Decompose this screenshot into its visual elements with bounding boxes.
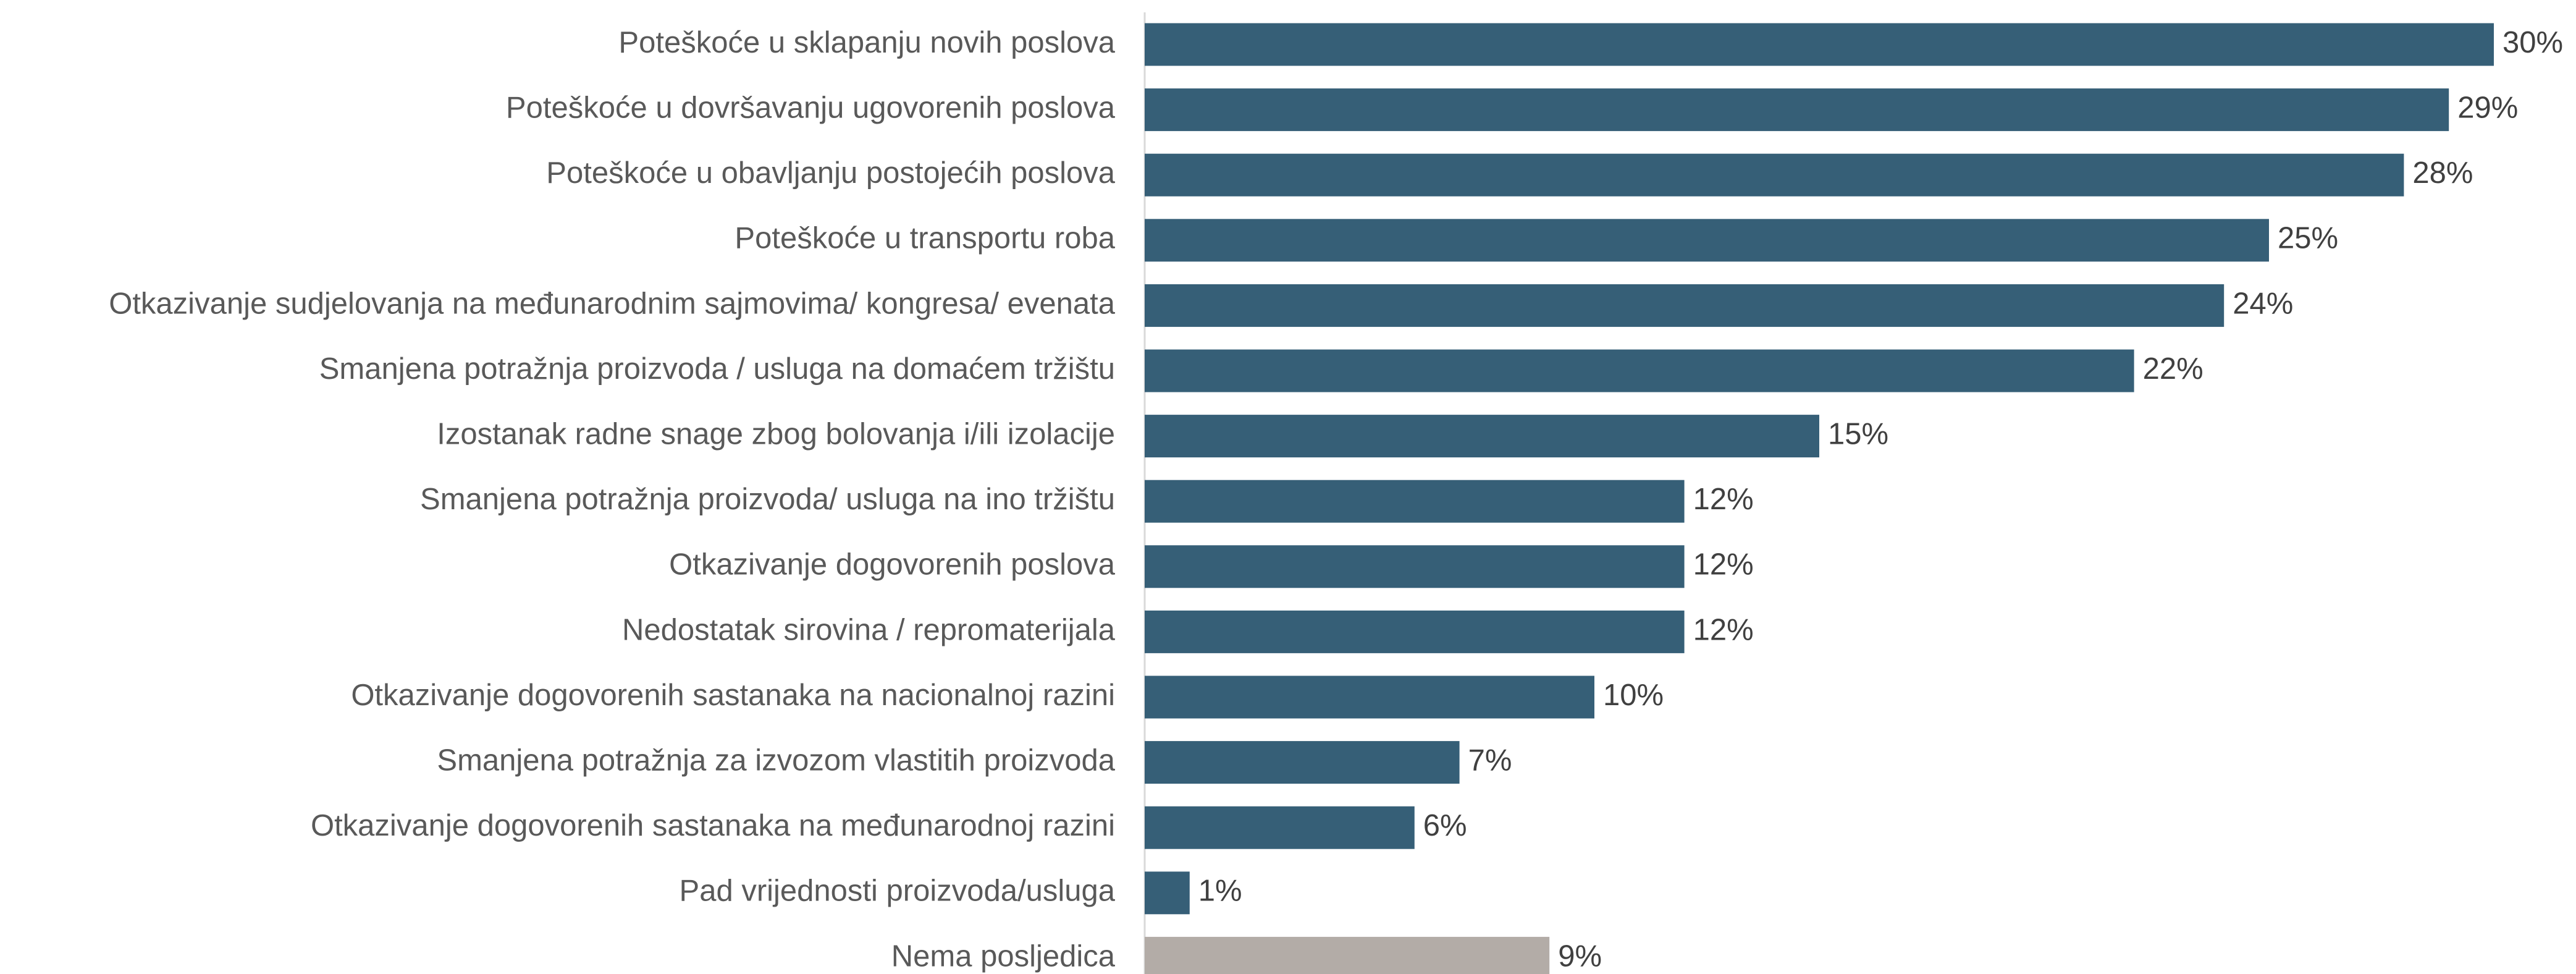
category-label: Smanjena potražnja za izvozom vlastitih … (437, 744, 1115, 777)
value-label: 28% (2412, 156, 2473, 190)
bar (1145, 480, 1685, 523)
bar (1145, 349, 2134, 392)
category-label: Poteškoće u obavljanju postojećih poslov… (546, 156, 1115, 190)
category-label: Izostanak radne snage zbog bolovanja i/i… (437, 418, 1115, 451)
category-label: Otkazivanje dogovorenih sastanaka na međ… (311, 809, 1115, 842)
category-label: Nedostatak sirovina / repromaterijala (622, 613, 1116, 646)
bar (1145, 871, 1190, 915)
value-label: 7% (1468, 744, 1512, 777)
bar (1145, 675, 1594, 719)
category-label: Otkazivanje dogovorenih poslova (669, 548, 1116, 582)
value-label: 15% (1828, 418, 1888, 451)
bar (1145, 153, 2404, 197)
bar (1145, 741, 1460, 784)
category-label: Smanjena potražnja proizvoda/ usluga na … (420, 483, 1115, 516)
value-label: 24% (2233, 287, 2293, 320)
category-label: Otkazivanje sudjelovanja na međunarodnim… (109, 287, 1116, 320)
value-label: 29% (2457, 91, 2518, 125)
bar (1145, 806, 1415, 849)
bar (1145, 88, 2449, 132)
value-label: 12% (1693, 613, 1754, 646)
category-label: Pad vrijednosti proizvoda/usluga (680, 874, 1116, 908)
bar (1145, 936, 1550, 974)
bar (1145, 415, 1819, 458)
category-label: Poteškoće u sklapanju novih poslova (618, 26, 1115, 59)
value-label: 9% (1558, 939, 1602, 973)
bar (1145, 219, 2269, 262)
bar (1145, 545, 1685, 588)
value-label: 22% (2143, 352, 2203, 386)
bar (1145, 23, 2494, 66)
value-label: 12% (1693, 483, 1754, 516)
value-label: 10% (1603, 679, 1664, 712)
bar (1145, 610, 1685, 653)
value-label: 12% (1693, 548, 1754, 582)
category-label: Smanjena potražnja proizvoda / usluga na… (319, 352, 1115, 386)
value-label: 30% (2502, 26, 2563, 59)
bar (1145, 284, 2225, 327)
value-label: 25% (2278, 222, 2338, 255)
category-label: Otkazivanje dogovorenih sastanaka na nac… (351, 679, 1115, 712)
value-label: 1% (1198, 874, 1242, 908)
category-label: Poteškoće u transportu roba (734, 222, 1115, 255)
category-label: Poteškoće u dovršavanju ugovorenih poslo… (506, 91, 1116, 125)
value-label: 6% (1423, 809, 1467, 842)
category-label: Nema posljedica (891, 939, 1116, 973)
